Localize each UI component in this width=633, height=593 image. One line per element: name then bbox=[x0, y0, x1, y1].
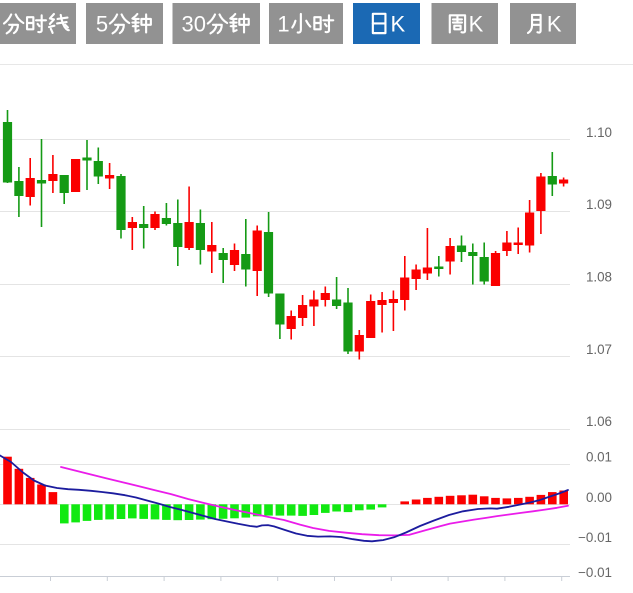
svg-text:0.00: 0.00 bbox=[586, 490, 612, 505]
svg-text:1.08: 1.08 bbox=[586, 270, 612, 285]
svg-text:−0.01: −0.01 bbox=[578, 530, 612, 545]
svg-text:1.06: 1.06 bbox=[586, 414, 612, 429]
svg-text:−0.01: −0.01 bbox=[578, 565, 612, 580]
svg-text:0: 0 bbox=[194, 11, 206, 36]
svg-text:1: 1 bbox=[277, 11, 289, 36]
svg-text:K: K bbox=[469, 11, 484, 36]
svg-text:0.01: 0.01 bbox=[586, 450, 612, 465]
svg-text:K: K bbox=[390, 11, 405, 36]
svg-text:3: 3 bbox=[181, 11, 193, 36]
svg-text:1.07: 1.07 bbox=[586, 342, 612, 357]
svg-text:K: K bbox=[547, 11, 562, 36]
svg-text:1.09: 1.09 bbox=[586, 197, 612, 212]
svg-text:5: 5 bbox=[96, 11, 108, 36]
svg-text:1.10: 1.10 bbox=[586, 125, 612, 140]
